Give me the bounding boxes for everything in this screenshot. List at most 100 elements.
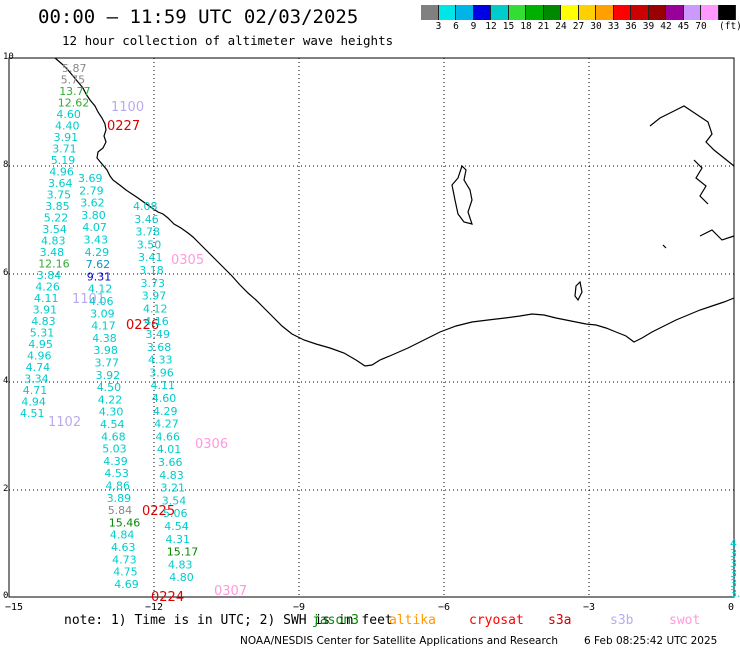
- wave-height-label: 3.50: [137, 238, 162, 251]
- wave-height-label: 5.84: [108, 504, 133, 517]
- x-tick-label: −6: [437, 602, 451, 613]
- colorbar-swatch: [648, 5, 666, 20]
- colorbar-swatch: [491, 5, 509, 20]
- wave-height-label: 15.46: [109, 516, 141, 529]
- wave-height-label: 4.08: [133, 200, 158, 213]
- wave-height-label: 3.98: [93, 344, 118, 357]
- satellite-legend-altika: altika: [389, 613, 436, 628]
- wave-height-label: 7.62: [86, 258, 111, 271]
- colorbar-swatch: [683, 5, 701, 20]
- wave-height-label: 3: [730, 547, 737, 560]
- colorbar-unit: (ft): [719, 21, 740, 32]
- wave-height-label: 4.68: [101, 430, 126, 443]
- wave-height-label: 4: [730, 537, 737, 550]
- wave-height-label: 4.12: [88, 283, 113, 296]
- wave-height-label: 4.95: [28, 338, 53, 351]
- colorbar-label: 6: [453, 21, 459, 32]
- coastline-island-small: [662, 244, 667, 249]
- x-tick-label: −3: [582, 602, 596, 613]
- footer-note: note: 1) Time is in UTC; 2) SWH is in fe…: [64, 613, 393, 628]
- wave-height-label: 3.78: [136, 226, 161, 239]
- colorbar-swatch: [578, 5, 596, 20]
- colorbar-label: 45: [677, 21, 690, 32]
- y-tick-label: 10: [3, 52, 14, 62]
- wave-height-label: 3.54: [162, 494, 187, 507]
- pass-time-label: 0307: [214, 584, 247, 599]
- wave-height-label: 3.34: [24, 373, 49, 386]
- wave-height-label: 4.50: [97, 381, 122, 394]
- pass-time-label: 1100: [111, 100, 144, 115]
- wave-height-label: 3: [730, 557, 737, 570]
- wave-height-label: 4.12: [143, 302, 168, 315]
- wave-height-label: 3.18: [139, 264, 164, 277]
- wave-height-label: 4.60: [56, 108, 81, 121]
- wave-height-label: 3.21: [161, 482, 186, 495]
- wave-height-label: 4.83: [41, 235, 66, 248]
- wave-height-label: 3.77: [95, 357, 120, 370]
- colorbar: [421, 5, 736, 20]
- wave-height-label: 4.83: [31, 315, 56, 328]
- colorbar-label: 27: [572, 21, 585, 32]
- colorbar-label: 36: [625, 21, 637, 32]
- colorbar-swatch: [631, 5, 649, 20]
- wave-height-label: 4.80: [169, 571, 194, 584]
- map-subtitle: 12 hour collection of altimeter wave hei…: [62, 33, 394, 48]
- wave-height-label: 5.87: [62, 62, 87, 75]
- wave-height-label: 3.80: [81, 209, 106, 222]
- wave-height-label: 4.40: [55, 120, 80, 133]
- wave-height-label: 4.39: [103, 455, 128, 468]
- wave-height-label: 3.89: [107, 492, 132, 505]
- satellite-legend-cryosat: cryosat: [469, 613, 524, 628]
- wave-height-label: 4.83: [168, 558, 193, 571]
- y-tick-label: 8: [3, 160, 9, 170]
- wave-height-label: 4.29: [153, 405, 178, 418]
- colorbar-label: 9: [470, 21, 477, 32]
- wave-height-label: 5.19: [51, 154, 76, 167]
- colorbar-swatch: [456, 5, 474, 20]
- colorbar-label: 30: [590, 21, 602, 32]
- pass-time-label: 0225: [142, 504, 175, 519]
- wave-height-label: 4.63: [111, 541, 136, 554]
- wave-height-label: 3.75: [47, 189, 72, 202]
- colorbar-label: 33: [607, 21, 620, 32]
- wave-height-label: 4.69: [114, 578, 139, 591]
- colorbar-swatch: [613, 5, 631, 20]
- wave-height-label: 4.22: [98, 393, 123, 406]
- wave-height-label: 3.41: [138, 251, 163, 264]
- wave-height-label: 3.43: [84, 234, 109, 247]
- coastline-sardinia: [574, 280, 583, 302]
- wave-height-label: 4.74: [26, 361, 50, 374]
- wave-height-label: 9.31: [87, 270, 112, 283]
- wave-height-label: 4.16: [144, 315, 169, 328]
- satellite-legend-s3b: s3b: [610, 613, 634, 628]
- wave-height-label: 3: [730, 577, 737, 590]
- wave-height-label: 12.16: [38, 258, 69, 271]
- wave-height-label: 4.07: [82, 221, 107, 234]
- colorbar-label: 12: [485, 21, 497, 32]
- colorbar-swatch: [421, 5, 439, 20]
- pass-time-label: 1101: [72, 292, 105, 307]
- coastline-sicily: [649, 105, 735, 241]
- wave-height-label: 4.53: [104, 467, 128, 480]
- wave-height-label: 3.92: [96, 369, 121, 382]
- wave-height-label: 3.62: [80, 197, 105, 210]
- coastline-west-africa: [54, 57, 735, 367]
- wave-height-label: 4.86: [106, 480, 131, 493]
- wave-height-label: 4.54: [100, 418, 125, 431]
- wave-height-label: 4.73: [112, 553, 137, 566]
- graticule: [9, 58, 734, 597]
- wave-height-label: 4.66: [156, 430, 181, 443]
- wave-height-label: 15.17: [167, 546, 199, 559]
- wave-height-label: 4.17: [91, 320, 116, 333]
- wave-height-label: 13.77: [59, 85, 90, 98]
- x-tick-label: −15: [4, 602, 24, 613]
- satellite-legend-swot: swot: [669, 613, 701, 628]
- colorbar-swatch: [596, 5, 614, 20]
- x-tick-label: −9: [292, 602, 306, 613]
- wave-height-label: 4.30: [99, 406, 124, 419]
- wave-height-label: 3.84: [37, 269, 62, 282]
- wave-height-label: 3.91: [54, 131, 79, 144]
- wave-height-label: 3.85: [45, 200, 69, 213]
- y-tick-label: 4: [3, 376, 9, 386]
